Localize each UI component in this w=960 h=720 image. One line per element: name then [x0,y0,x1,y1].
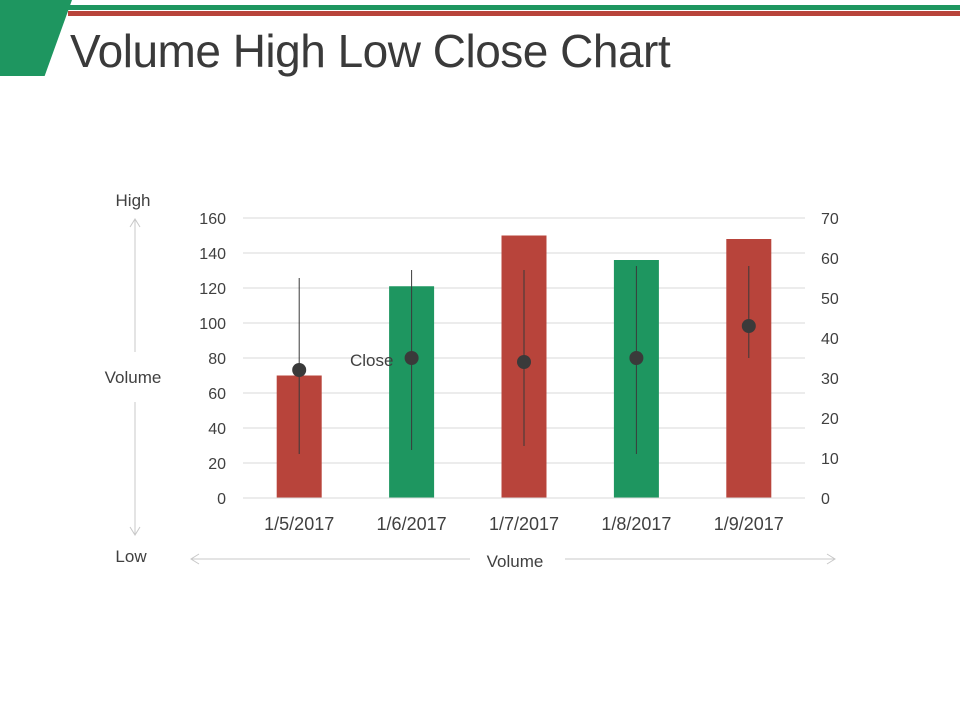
right-axis-ticks: 0 10 20 30 40 50 60 70 [821,211,839,508]
top-green-band [0,5,960,10]
horizontal-arrow [190,553,836,565]
left-tick-0: 0 [217,491,226,508]
close-marker-2 [404,351,419,365]
y-volume-annotation: Volume [105,368,162,387]
close-markers [292,319,756,377]
left-tick-40: 40 [208,421,226,438]
slide-title: Volume High Low Close Chart [70,25,671,77]
left-tick-160: 160 [199,211,226,228]
high-annotation: High [116,191,151,210]
right-tick-50: 50 [821,291,839,308]
x-volume-annotation: Volume [487,552,544,571]
close-marker-5 [741,319,756,333]
left-tick-80: 80 [208,351,226,368]
left-tick-60: 60 [208,386,226,403]
horizontal-arrow-left-head [190,553,200,565]
right-tick-30: 30 [821,371,839,388]
right-tick-10: 10 [821,451,839,468]
horizontal-arrow-right-head [826,553,836,565]
left-tick-100: 100 [199,316,226,333]
category-label-2: 1/6/2017 [377,514,447,534]
category-label-5: 1/9/2017 [714,514,784,534]
left-axis-ticks: 0 20 40 60 80 100 120 140 160 [199,211,226,508]
close-marker-1 [292,363,307,377]
low-annotation: Low [115,547,147,566]
left-tick-120: 120 [199,281,226,298]
right-tick-60: 60 [821,251,839,268]
category-labels: 1/5/2017 1/6/2017 1/7/2017 1/8/2017 1/9/2017 [264,514,784,534]
close-marker-4 [629,351,644,365]
category-label-1: 1/5/2017 [264,514,334,534]
close-marker-3 [517,355,531,369]
left-tick-140: 140 [199,246,226,263]
category-label-4: 1/8/2017 [601,514,671,534]
top-red-band [68,11,960,16]
right-tick-0: 0 [821,491,830,508]
right-tick-70: 70 [821,211,839,228]
vertical-arrow-up-head [129,218,141,228]
vertical-arrow [129,218,141,536]
left-tick-20: 20 [208,456,226,473]
close-data-label: Close [350,351,393,370]
right-tick-40: 40 [821,331,839,348]
vertical-arrow-down-head [129,526,141,536]
right-tick-20: 20 [821,411,839,428]
category-label-3: 1/7/2017 [489,514,559,534]
